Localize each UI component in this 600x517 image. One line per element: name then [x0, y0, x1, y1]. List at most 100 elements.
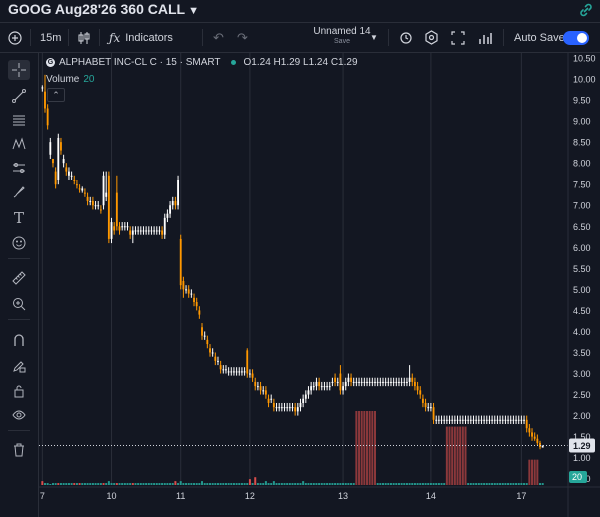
volume-bar: [347, 483, 350, 485]
candle-body: [246, 350, 249, 374]
undo-button[interactable]: ↶: [213, 23, 224, 52]
candle-body: [198, 310, 201, 315]
indicators-button[interactable]: ƒx Indicators: [109, 23, 173, 52]
layout-name-button[interactable]: Unnamed 14 Save: [304, 26, 380, 45]
volume-bar: [536, 459, 539, 485]
ruler-tool[interactable]: [8, 268, 30, 288]
candle-body: [475, 419, 478, 421]
volume-bar: [395, 483, 398, 485]
text-tool[interactable]: T: [8, 208, 30, 228]
candle-body: [339, 373, 342, 391]
candle-body: [163, 217, 166, 235]
volume-bar: [424, 483, 427, 485]
candle-body: [145, 230, 148, 232]
candle-body: [366, 381, 368, 383]
candle-body: [520, 419, 523, 421]
volume-bar: [123, 483, 126, 485]
volume-bar: [62, 483, 65, 485]
ohlc-values: O1.24 H1.29 L1.24 C1.29: [243, 57, 358, 68]
fullscreen-button[interactable]: [451, 23, 465, 52]
candle-body: [376, 381, 379, 383]
emoji-tool[interactable]: [8, 233, 30, 253]
lock-tool[interactable]: [8, 381, 30, 401]
candle-body: [541, 445, 544, 448]
chart-type-button[interactable]: [77, 23, 91, 52]
volume-bar: [352, 483, 355, 485]
candle-body: [187, 289, 190, 294]
volume-bar: [509, 483, 512, 485]
volume-bar: [216, 483, 219, 485]
candle-body: [60, 142, 62, 151]
layout-dropdown-icon[interactable]: ▼: [370, 33, 378, 42]
candle-body: [270, 398, 273, 400]
volume-bar: [389, 483, 392, 485]
candle-body: [214, 356, 217, 361]
candle-body: [344, 381, 347, 387]
candle-body: [400, 381, 403, 383]
candle-body: [387, 381, 390, 383]
trendline-tool[interactable]: [8, 86, 30, 106]
volume-bar: [336, 483, 339, 485]
candle-body: [267, 398, 270, 403]
candle-body: [310, 386, 313, 391]
volume-bar: [262, 483, 265, 485]
volume-bar: [318, 483, 321, 485]
candle-body: [432, 407, 435, 420]
volume-bar: [248, 479, 251, 485]
volume-bar: [517, 483, 520, 485]
volume-bar: [453, 426, 456, 485]
interval-button[interactable]: 15m: [40, 23, 61, 52]
alert-button[interactable]: [399, 23, 414, 52]
fib-tool[interactable]: [8, 110, 30, 130]
volume-bar: [187, 483, 190, 485]
candle-body: [435, 419, 438, 421]
symbol-selector[interactable]: GOOG Aug28'26 360 CALL ▼: [8, 1, 199, 17]
pattern-tool[interactable]: [8, 134, 30, 154]
volume-bar: [102, 483, 105, 485]
remove-drawings-tool[interactable]: [8, 440, 30, 460]
y-axis-tick-label: 1.50: [573, 432, 591, 442]
volume-bar: [232, 483, 235, 485]
candle-body: [107, 175, 110, 239]
volume-bar: [230, 483, 233, 485]
auto-save-toggle[interactable]: [563, 31, 589, 45]
snapshot-button[interactable]: [478, 23, 492, 52]
volume-bar: [374, 411, 377, 485]
candle-body: [368, 381, 371, 383]
crosshair-tool[interactable]: [8, 60, 30, 80]
volume-bar: [131, 483, 134, 485]
zoom-tool[interactable]: [8, 294, 30, 314]
volume-bar: [339, 483, 342, 485]
volume-bar: [211, 483, 214, 485]
brush-tool[interactable]: [8, 182, 30, 202]
undo-icon: ↶: [213, 29, 224, 45]
settings-button[interactable]: [424, 23, 439, 52]
volume-bar: [243, 483, 246, 485]
volume-bar: [539, 483, 542, 485]
candle-body: [211, 352, 214, 354]
forecast-tool[interactable]: [8, 158, 30, 178]
candle-body: [328, 386, 331, 388]
volume-bar: [169, 483, 172, 485]
redo-button[interactable]: ↷: [237, 23, 248, 52]
price-chart[interactable]: 10.50 10.00 9.50 9.00 8.50 8.00 7.50 7.00 6.50 6.…: [39, 53, 600, 517]
layout-save-status: Save: [334, 38, 350, 45]
fib-icon: [13, 115, 25, 126]
add-symbol-button[interactable]: [8, 23, 22, 52]
link-icon[interactable]: [578, 2, 594, 18]
candle-body: [347, 377, 350, 382]
lock-drawing-tool[interactable]: [8, 356, 30, 376]
candle-body: [105, 192, 108, 197]
volume-bar: [411, 483, 414, 485]
market-open-icon: [230, 60, 236, 65]
collapse-legend-button[interactable]: ⌃: [47, 88, 65, 102]
candle-body: [142, 230, 145, 232]
magnet-tool[interactable]: [8, 330, 30, 350]
candle-body: [296, 407, 299, 412]
candle-body: [437, 419, 440, 421]
toolbar-divider: [202, 29, 203, 46]
visibility-tool[interactable]: [8, 405, 30, 425]
volume-bar: [153, 483, 156, 485]
volume-bar: [435, 483, 438, 485]
candle-body: [161, 230, 164, 235]
